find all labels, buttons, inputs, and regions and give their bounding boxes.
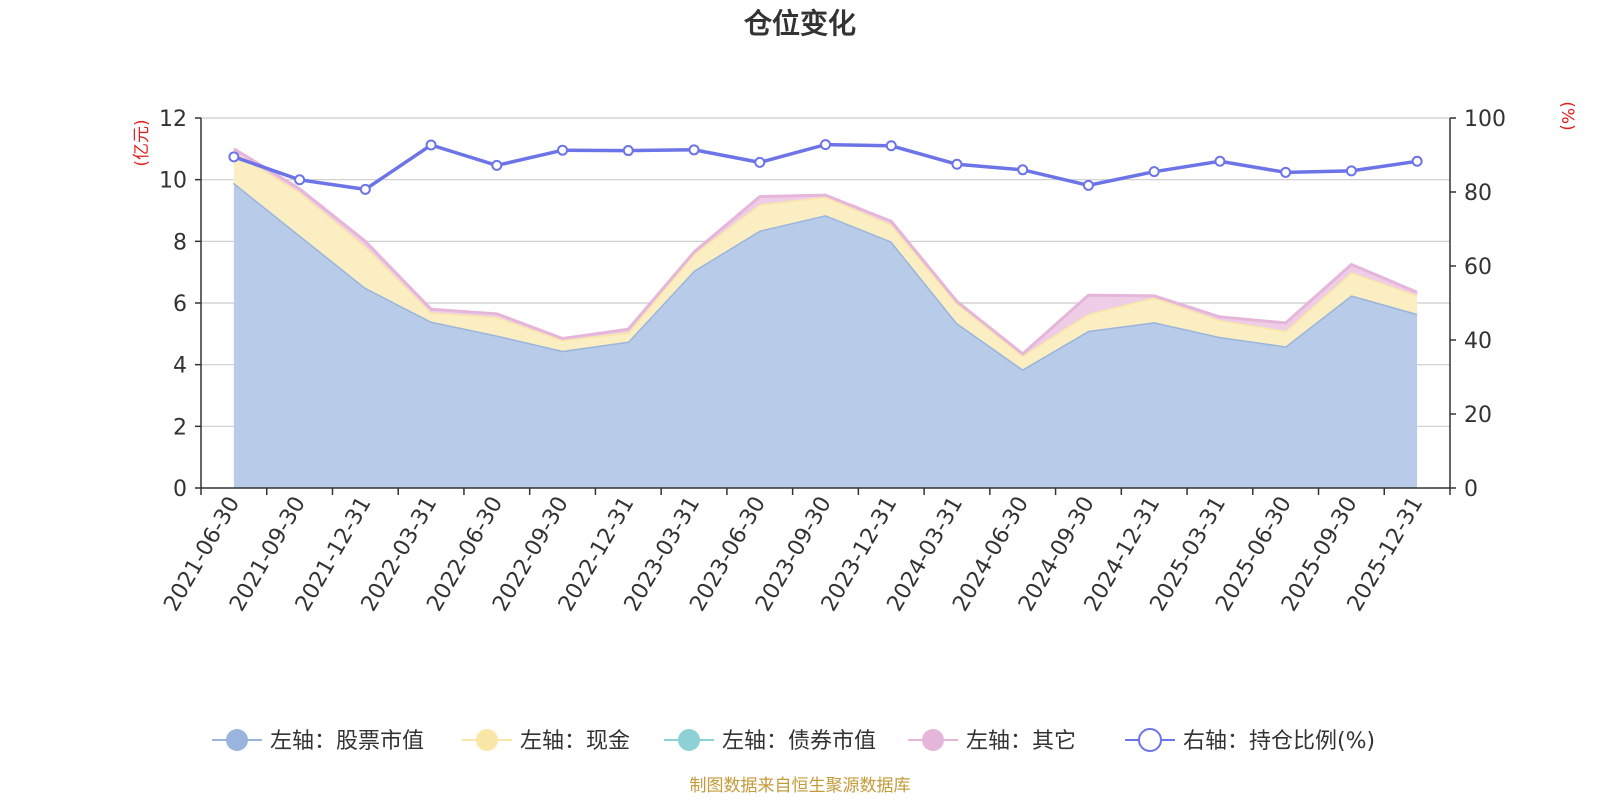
position-ratio-point bbox=[294, 174, 306, 186]
right-axis-tick-label: 40 bbox=[1464, 329, 1492, 354]
line-layer bbox=[228, 139, 1423, 195]
area-series-3 bbox=[233, 148, 1418, 356]
left-axis-tick-label: 2 bbox=[173, 415, 187, 440]
left-axis-tick-label: 10 bbox=[159, 169, 187, 194]
left-axis-tick-label: 8 bbox=[173, 230, 187, 255]
legend-item[interactable]: 左轴：现金 bbox=[462, 729, 630, 754]
position-ratio-point bbox=[425, 139, 437, 151]
legend-circle-marker bbox=[476, 729, 498, 751]
left-axis-tick-label: 12 bbox=[159, 107, 187, 132]
area-series-0 bbox=[233, 182, 1418, 489]
right-axis-tick-label: 80 bbox=[1464, 181, 1492, 206]
position-ratio-point bbox=[688, 144, 700, 156]
legend[interactable]: 左轴：股票市值 左轴：现金 左轴：债券市值 左轴：其它 右轴：持仓比例(%) bbox=[212, 728, 1375, 754]
left-axis-tick-label: 0 bbox=[173, 477, 187, 502]
position-ratio-point bbox=[1082, 179, 1094, 191]
position-ratio-point bbox=[885, 140, 897, 152]
position-ratio-point bbox=[1148, 166, 1160, 178]
area-series-1 bbox=[233, 151, 1418, 370]
legend-circle-marker bbox=[1138, 728, 1162, 752]
position-ratio-point bbox=[1017, 164, 1029, 176]
right-axis-tick-label: 100 bbox=[1464, 107, 1506, 132]
data-source-note: 制图数据来自恒生聚源数据库 bbox=[690, 776, 911, 796]
legend-item[interactable]: 右轴：持仓比例(%) bbox=[1125, 728, 1375, 754]
legend-circle-marker bbox=[922, 729, 944, 751]
legend-label: 左轴：现金 bbox=[520, 729, 630, 754]
chart-title: 仓位变化 bbox=[744, 7, 856, 40]
position-ratio-point bbox=[622, 145, 634, 157]
position-ratio-point bbox=[1411, 155, 1423, 167]
left-axis-tick-label: 6 bbox=[173, 292, 187, 317]
legend-item[interactable]: 左轴：股票市值 bbox=[212, 729, 424, 754]
legend-label: 左轴：其它 bbox=[966, 729, 1076, 754]
position-ratio-line bbox=[233, 142, 1418, 192]
position-ratio-point bbox=[754, 156, 766, 168]
legend-label: 左轴：债券市值 bbox=[722, 729, 876, 754]
position-ratio-point bbox=[359, 183, 371, 195]
position-ratio-point bbox=[491, 159, 503, 171]
right-axis-tick-label: 60 bbox=[1464, 255, 1492, 280]
left-axis-unit: (亿元) bbox=[132, 119, 152, 166]
position-ratio-point bbox=[820, 139, 831, 151]
legend-item[interactable]: 左轴：债券市值 bbox=[664, 729, 876, 754]
area-layer bbox=[232, 147, 1418, 489]
legend-circle-marker bbox=[678, 729, 700, 751]
area-edge-series-3 bbox=[233, 147, 1418, 356]
right-axis-tick-label: 20 bbox=[1464, 403, 1492, 428]
legend-label: 右轴：持仓比例(%) bbox=[1183, 729, 1375, 754]
position-ratio-point bbox=[1345, 165, 1357, 177]
left-axis-tick-label: 4 bbox=[173, 354, 187, 379]
position-ratio-point bbox=[557, 144, 569, 156]
position-ratio-point bbox=[1214, 155, 1226, 167]
position-ratio-point bbox=[951, 158, 963, 170]
right-axis-unit: (%) bbox=[1557, 101, 1577, 130]
right-axis-tick-label: 0 bbox=[1464, 477, 1478, 502]
legend-item[interactable]: 左轴：其它 bbox=[908, 729, 1076, 754]
position-ratio-point bbox=[1280, 166, 1292, 178]
position-ratio-point bbox=[228, 151, 240, 163]
legend-circle-marker bbox=[226, 729, 248, 751]
legend-label: 左轴：股票市值 bbox=[270, 729, 424, 754]
